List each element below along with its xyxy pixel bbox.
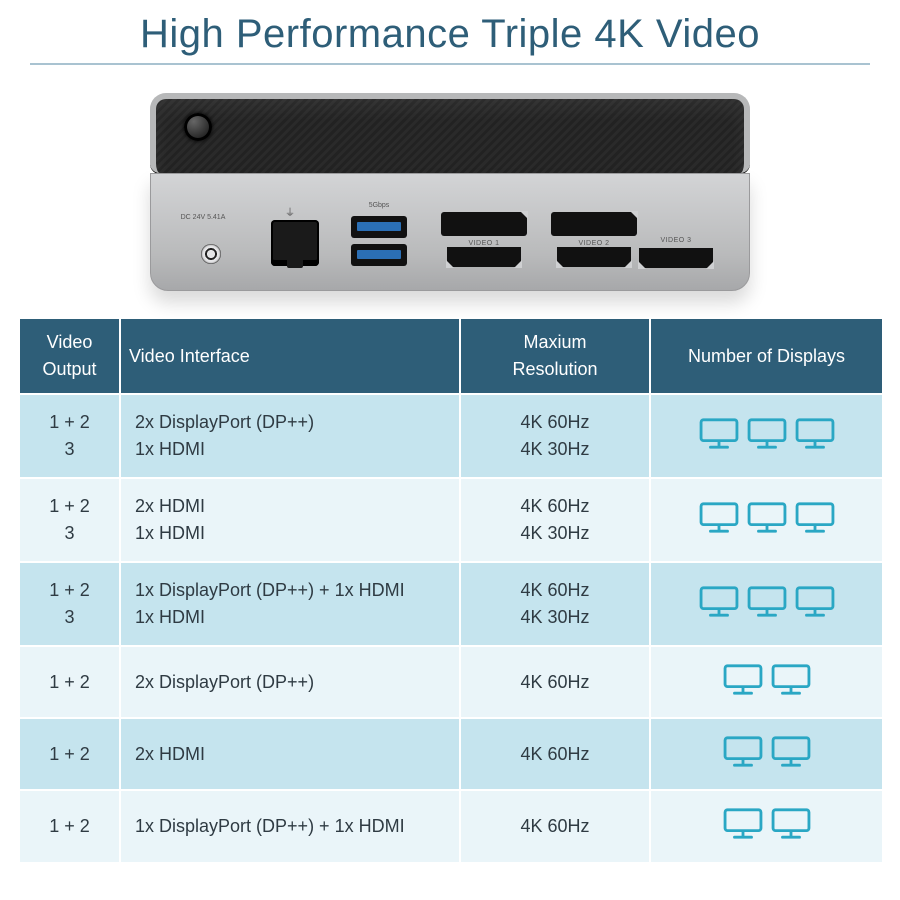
monitor-icon (770, 807, 812, 841)
monitor-icon (794, 501, 836, 535)
video-group-3: VIDEO 3 (639, 234, 713, 268)
table-cell: 2x HDMI1x HDMI (120, 478, 460, 562)
usb-speed-label: 5Gbps (349, 202, 409, 209)
infographic-root: High Performance Triple 4K Video DC 24V … (0, 0, 900, 882)
table-row: 1 + 232x HDMI1x HDMI4K 60Hz4K 30Hz (20, 478, 882, 562)
table-row: 1 + 231x DisplayPort (DP++) + 1x HDMI1x … (20, 562, 882, 646)
displayport-icon (551, 212, 637, 236)
power-button-icon (184, 113, 212, 141)
table-cell: 1x DisplayPort (DP++) + 1x HDMI1x HDMI (120, 562, 460, 646)
table-header-cell: VideoOutput (20, 319, 120, 394)
table-cell: 4K 60Hz (460, 790, 650, 862)
video-label: VIDEO 3 (639, 237, 713, 244)
usb-port-icon (351, 244, 407, 266)
displays-cell (650, 790, 882, 862)
table-cell: 4K 60Hz (460, 718, 650, 790)
table-cell: 1 + 2 (20, 718, 120, 790)
table-cell: 1 + 23 (20, 562, 120, 646)
table-header-cell: Video Interface (120, 319, 460, 394)
page-title: High Performance Triple 4K Video (20, 12, 880, 57)
hdmi-port-icon (447, 247, 521, 267)
monitor-icon (794, 585, 836, 619)
dc-jack-icon (201, 244, 221, 264)
monitor-icon (722, 735, 764, 769)
table-row: 1 + 22x HDMI4K 60Hz (20, 718, 882, 790)
usb-stack (351, 216, 407, 272)
monitor-icon (770, 663, 812, 697)
video-label: VIDEO 2 (551, 240, 637, 247)
table-row: 1 + 232x DisplayPort (DP++)1x HDMI4K 60H… (20, 394, 882, 478)
table-cell: 1 + 2 (20, 790, 120, 862)
table-cell: 1 + 2 (20, 646, 120, 718)
table-cell: 2x HDMI (120, 718, 460, 790)
table-header-cell: MaxiumResolution (460, 319, 650, 394)
monitor-icon (746, 501, 788, 535)
dc-label: DC 24V 5.41A (173, 214, 233, 221)
table-cell: 4K 60Hz4K 30Hz (460, 478, 650, 562)
video-group-1: VIDEO 1 (441, 212, 527, 267)
table-header-cell: Number of Displays (650, 319, 882, 394)
rj45-port-icon (271, 220, 319, 266)
displays-cell (650, 646, 882, 718)
table-cell: 2x DisplayPort (DP++)1x HDMI (120, 394, 460, 478)
table-cell: 2x DisplayPort (DP++) (120, 646, 460, 718)
displays-cell (650, 478, 882, 562)
title-rule (30, 63, 870, 65)
device-top (150, 93, 750, 173)
monitor-icon (746, 585, 788, 619)
displays-cell (650, 394, 882, 478)
device-rear-face: DC 24V 5.41A ⏚ 5Gbps VIDEO 1 VIDEO 2 VID… (150, 173, 750, 291)
monitor-icon (770, 735, 812, 769)
table-body: 1 + 232x DisplayPort (DP++)1x HDMI4K 60H… (20, 394, 882, 862)
table-header: VideoOutputVideo InterfaceMaxiumResoluti… (20, 319, 882, 394)
video-spec-table: VideoOutputVideo InterfaceMaxiumResoluti… (20, 319, 882, 862)
table-row: 1 + 22x DisplayPort (DP++)4K 60Hz (20, 646, 882, 718)
monitor-icon (698, 417, 740, 451)
video-label: VIDEO 1 (441, 240, 527, 247)
monitor-icon (698, 501, 740, 535)
monitor-icon (698, 585, 740, 619)
monitor-icon (722, 663, 764, 697)
displays-cell (650, 718, 882, 790)
hdmi-port-icon (557, 247, 631, 267)
ethernet-icon: ⏚ (285, 204, 295, 219)
usb-port-icon (351, 216, 407, 238)
table-cell: 4K 60Hz (460, 646, 650, 718)
table-cell: 4K 60Hz4K 30Hz (460, 562, 650, 646)
displayport-icon (441, 212, 527, 236)
table-cell: 4K 60Hz4K 30Hz (460, 394, 650, 478)
device-illustration: DC 24V 5.41A ⏚ 5Gbps VIDEO 1 VIDEO 2 VID… (150, 93, 750, 291)
monitor-icon (794, 417, 836, 451)
video-group-2: VIDEO 2 (551, 212, 637, 267)
displays-cell (650, 562, 882, 646)
table-row: 1 + 21x DisplayPort (DP++) + 1x HDMI4K 6… (20, 790, 882, 862)
table-cell: 1x DisplayPort (DP++) + 1x HDMI (120, 790, 460, 862)
table-cell: 1 + 23 (20, 394, 120, 478)
hdmi-port-icon (639, 248, 713, 268)
monitor-icon (722, 807, 764, 841)
table-cell: 1 + 23 (20, 478, 120, 562)
monitor-icon (746, 417, 788, 451)
